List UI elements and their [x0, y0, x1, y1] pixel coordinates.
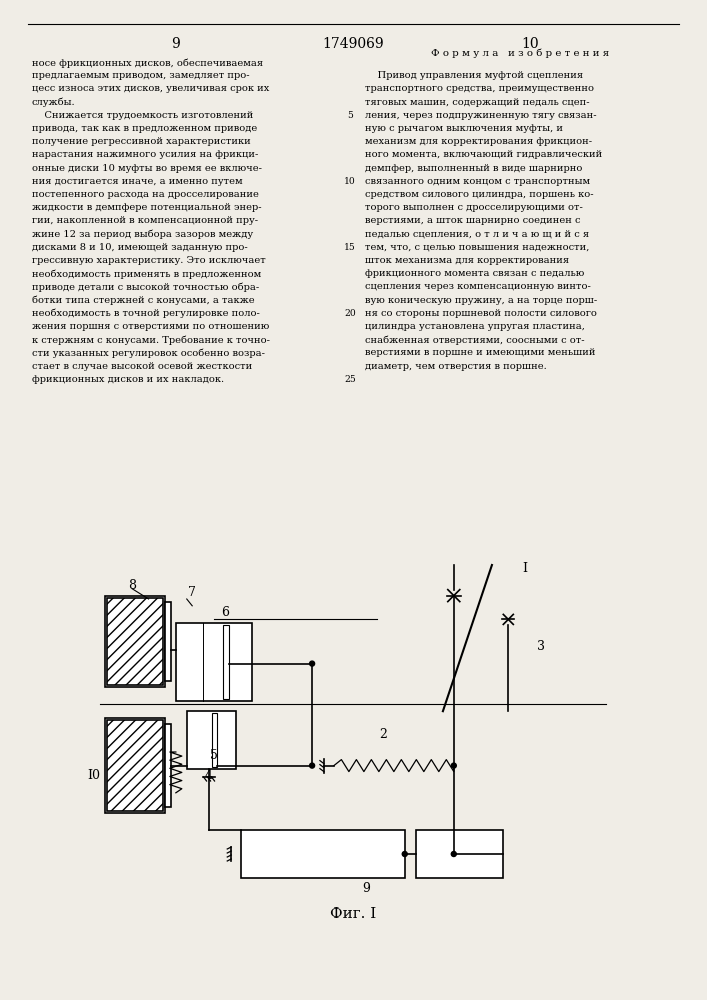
Bar [416, 830, 503, 878]
Bar [212, 713, 217, 767]
Circle shape [310, 763, 315, 768]
Text: транспортного средства, преимущественно: транспортного средства, преимущественно [365, 84, 594, 93]
Bar [107, 720, 163, 811]
Text: стает в случае высокой осевой жесткости: стает в случае высокой осевой жесткости [32, 362, 252, 371]
Text: ления, через подпружиненную тягу связан-: ления, через подпружиненную тягу связан- [365, 111, 597, 120]
Text: 8: 8 [128, 579, 136, 592]
Text: получение регрессивной характеристики: получение регрессивной характеристики [32, 137, 251, 146]
Text: 2: 2 [379, 728, 387, 742]
Bar [107, 598, 163, 685]
Text: ния достигается иначе, а именно путем: ния достигается иначе, а именно путем [32, 177, 243, 186]
Text: 5: 5 [210, 749, 218, 762]
Text: 15: 15 [344, 243, 356, 252]
Circle shape [451, 852, 456, 856]
Text: связанного одним концом с транспортным: связанного одним концом с транспортным [365, 177, 590, 186]
Bar [165, 602, 171, 681]
Text: цесс износа этих дисков, увеличивая срок их: цесс износа этих дисков, увеличивая срок… [32, 84, 269, 93]
Text: диаметр, чем отверстия в поршне.: диаметр, чем отверстия в поршне. [365, 362, 547, 371]
Text: Снижается трудоемкость изготовлений: Снижается трудоемкость изготовлений [32, 111, 253, 120]
Text: вую коническую пружину, а на торце порш-: вую коническую пружину, а на торце порш- [365, 296, 597, 305]
Text: 9: 9 [363, 882, 370, 894]
Bar [105, 596, 165, 687]
Text: необходимость применять в предложенном: необходимость применять в предложенном [32, 269, 262, 279]
Text: торого выполнен с дросселирующими от-: торого выполнен с дросселирующими от- [365, 203, 583, 212]
Text: 1749069: 1749069 [322, 37, 384, 51]
Text: 4: 4 [204, 769, 213, 782]
Bar [187, 711, 236, 769]
Text: 25: 25 [344, 375, 356, 384]
Circle shape [310, 661, 315, 666]
Text: службы.: службы. [32, 98, 76, 107]
Text: сти указанных регулировок особенно возра-: сти указанных регулировок особенно возра… [32, 348, 265, 358]
Text: 9: 9 [170, 37, 180, 51]
Text: I0: I0 [88, 769, 100, 782]
Text: ную с рычагом выключения муфты, и: ную с рычагом выключения муфты, и [365, 124, 563, 133]
Text: привода, так как в предложенном приводе: привода, так как в предложенном приводе [32, 124, 257, 133]
Bar [105, 718, 165, 813]
Text: носе фрикционных дисков, обеспечиваемая: носе фрикционных дисков, обеспечиваемая [32, 58, 263, 68]
Text: 7: 7 [188, 586, 196, 599]
Text: 5: 5 [347, 111, 353, 120]
Text: приводе детали с высокой точностью обра-: приводе детали с высокой точностью обра- [32, 282, 259, 292]
Text: фрикционных дисков и их накладок.: фрикционных дисков и их накладок. [32, 375, 224, 384]
Bar [107, 598, 163, 685]
Text: механизм для корректирования фрикцион-: механизм для корректирования фрикцион- [365, 137, 592, 146]
Text: необходимость в точной регулировке поло-: необходимость в точной регулировке поло- [32, 309, 260, 318]
Bar [165, 724, 171, 807]
Text: тем, что, с целью повышения надежности,: тем, что, с целью повышения надежности, [365, 243, 590, 252]
Text: верстиями в поршне и имеющими меньший: верстиями в поршне и имеющими меньший [365, 348, 595, 357]
Text: жине 12 за период выбора зазоров между: жине 12 за период выбора зазоров между [32, 230, 253, 239]
Circle shape [402, 852, 407, 856]
Text: верстиями, а шток шарнирно соединен с: верстиями, а шток шарнирно соединен с [365, 216, 580, 225]
Text: тяговых машин, содержащий педаль сцеп-: тяговых машин, содержащий педаль сцеп- [365, 98, 590, 107]
Text: ного момента, включающий гидравлический: ного момента, включающий гидравлический [365, 150, 602, 159]
Text: нарастания нажимного усилия на фрикци-: нарастания нажимного усилия на фрикци- [32, 150, 258, 159]
Text: 20: 20 [344, 309, 356, 318]
Text: ботки типа стержней с конусами, а также: ботки типа стержней с конусами, а также [32, 296, 255, 305]
Text: фрикционного момента связан с педалью: фрикционного момента связан с педалью [365, 269, 585, 278]
Text: шток механизма для корректирования: шток механизма для корректирования [365, 256, 569, 265]
Text: грессивную характеристику. Это исключает: грессивную характеристику. Это исключает [32, 256, 266, 265]
Bar [223, 625, 229, 699]
Text: снабженная отверстиями, соосными с от-: снабженная отверстиями, соосными с от- [365, 335, 585, 345]
Text: 6: 6 [221, 606, 229, 619]
Text: к стержням с конусами. Требование к точно-: к стержням с конусами. Требование к точн… [32, 335, 270, 345]
Text: Ф о р м у л а   и з о б р е т е н и я: Ф о р м у л а и з о б р е т е н и я [431, 48, 609, 57]
Text: 3: 3 [537, 640, 545, 653]
Bar [241, 830, 404, 878]
Text: Фиг. I: Фиг. I [330, 907, 376, 921]
Text: жидкости в демпфере потенциальной энер-: жидкости в демпфере потенциальной энер- [32, 203, 262, 212]
Text: педалью сцепления, о т л и ч а ю щ и й с я: педалью сцепления, о т л и ч а ю щ и й с… [365, 230, 589, 239]
Text: онные диски 10 муфты во время ее включе-: онные диски 10 муфты во время ее включе- [32, 164, 262, 173]
Text: 10: 10 [344, 177, 356, 186]
Text: демпфер, выполненный в виде шарнирно: демпфер, выполненный в виде шарнирно [365, 164, 583, 173]
Text: гии, накопленной в компенсационной пру-: гии, накопленной в компенсационной пру- [32, 216, 258, 225]
Text: дисками 8 и 10, имеющей заданную про-: дисками 8 и 10, имеющей заданную про- [32, 243, 247, 252]
Text: I: I [522, 562, 527, 575]
Bar [107, 720, 163, 811]
Bar [176, 623, 252, 701]
Circle shape [451, 763, 456, 768]
Text: предлагаемым приводом, замедляет про-: предлагаемым приводом, замедляет про- [32, 71, 250, 80]
Text: сцепления через компенсационную винто-: сцепления через компенсационную винто- [365, 282, 591, 291]
Text: постепенного расхода на дросселирование: постепенного расхода на дросселирование [32, 190, 259, 199]
Text: жения поршня с отверстиями по отношению: жения поршня с отверстиями по отношению [32, 322, 269, 331]
Text: цилиндра установлена упругая пластина,: цилиндра установлена упругая пластина, [365, 322, 585, 331]
Text: Привод управления муфтой сцепления: Привод управления муфтой сцепления [365, 71, 583, 80]
Text: ня со стороны поршневой полости силового: ня со стороны поршневой полости силового [365, 309, 597, 318]
Text: средством силового цилиндра, поршень ко-: средством силового цилиндра, поршень ко- [365, 190, 594, 199]
Text: 10: 10 [521, 37, 539, 51]
